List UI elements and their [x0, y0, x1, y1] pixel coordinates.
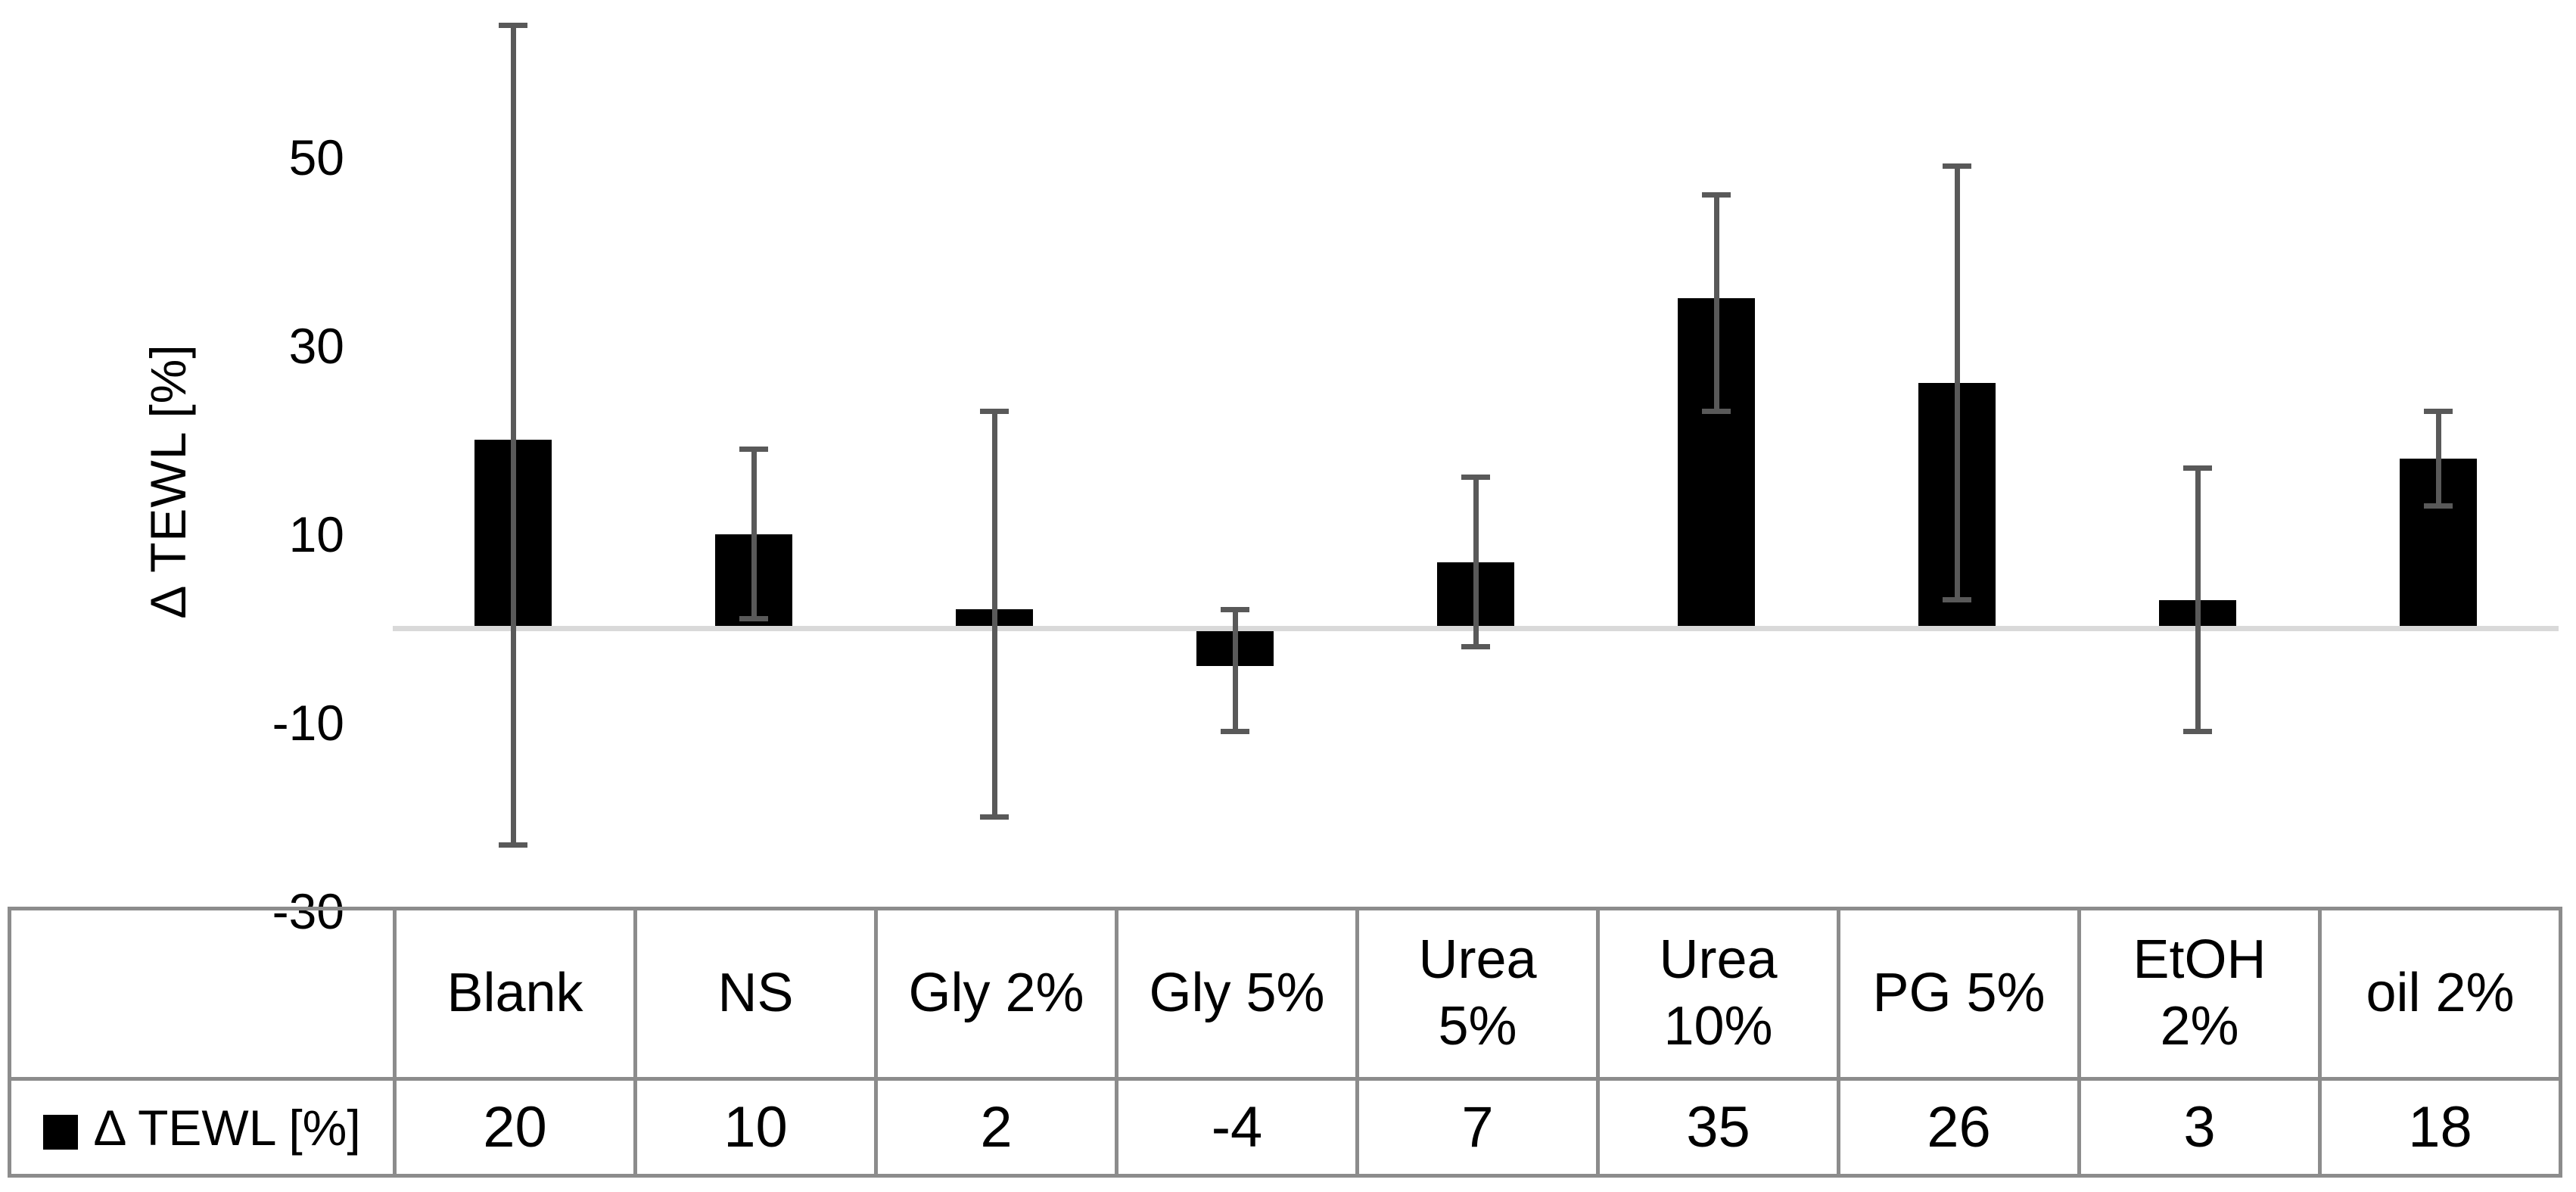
error-bar	[1954, 166, 1960, 600]
error-bar-cap	[1461, 475, 1490, 481]
error-bar-cap	[2183, 729, 2212, 735]
error-bar-cap	[1221, 606, 1249, 612]
error-bar-cap	[2183, 465, 2212, 471]
error-bar-cap	[1943, 163, 1971, 170]
value-cell: 26	[1837, 1077, 2081, 1178]
legend-cell: Δ TEWL [%]	[8, 1077, 397, 1178]
y-axis-title: Δ TEWL [%]	[140, 344, 196, 619]
value-cell: 10	[633, 1077, 878, 1178]
value-cell: 20	[393, 1077, 637, 1178]
table-value-row: Δ TEWL [%] 20 10 2 -4 7 35 26 3 18	[8, 1077, 2562, 1178]
table-header-row: Blank NS Gly 2% Gly 5% Urea 5% Urea 10% PG 5% E…	[8, 907, 2562, 1081]
error-bar	[2195, 468, 2201, 732]
column-header: oil 2%	[2318, 907, 2562, 1081]
error-bar	[1232, 609, 1238, 732]
error-bar-cap	[1943, 597, 1971, 603]
error-bar-cap	[1461, 644, 1490, 650]
legend-key-swatch-icon	[43, 1114, 79, 1150]
error-bar-cap	[739, 616, 768, 622]
legend-series-label: Δ TEWL [%]	[93, 1099, 361, 1156]
error-bar-cap	[1702, 409, 1731, 415]
error-bar-cap	[499, 842, 527, 848]
error-bar-cap	[980, 814, 1009, 820]
column-header: Urea 10%	[1596, 907, 1840, 1081]
error-bar-cap	[499, 22, 527, 28]
column-header: Gly 5%	[1115, 907, 1359, 1081]
error-bar	[510, 25, 516, 845]
error-bar-cap	[980, 409, 1009, 415]
column-header: Gly 2%	[874, 907, 1118, 1081]
y-tick-label: 30	[288, 317, 344, 374]
error-bar-cap	[2424, 503, 2453, 509]
y-tick-label: 10	[288, 506, 344, 562]
error-bar	[991, 411, 997, 817]
error-bar-cap	[1221, 729, 1249, 735]
column-header: Blank	[393, 907, 637, 1081]
value-cell: 35	[1596, 1077, 1840, 1178]
data-table: Blank NS Gly 2% Gly 5% Urea 5% Urea 10% PG 5% E…	[8, 907, 2562, 1178]
error-bar	[751, 449, 757, 619]
table-corner-cell	[8, 907, 397, 1081]
value-cell: 2	[874, 1077, 1118, 1178]
value-cell: 18	[2318, 1077, 2562, 1178]
value-cell: -4	[1115, 1077, 1359, 1178]
column-header: Urea 5%	[1355, 907, 1600, 1081]
value-cell: 7	[1355, 1077, 1600, 1178]
error-bar-cap	[1702, 191, 1731, 198]
column-header: EtOH 2%	[2077, 907, 2322, 1081]
error-bar-cap	[2424, 409, 2453, 415]
column-header: PG 5%	[1837, 907, 2081, 1081]
error-bar-cap	[739, 446, 768, 452]
column-header: NS	[633, 907, 878, 1081]
y-tick-label: 50	[288, 129, 344, 185]
error-bar	[1473, 477, 1479, 647]
y-tick-label: -10	[272, 694, 344, 751]
value-cell: 3	[2077, 1077, 2322, 1178]
error-bar	[1713, 195, 1719, 412]
error-bar	[2435, 411, 2441, 506]
